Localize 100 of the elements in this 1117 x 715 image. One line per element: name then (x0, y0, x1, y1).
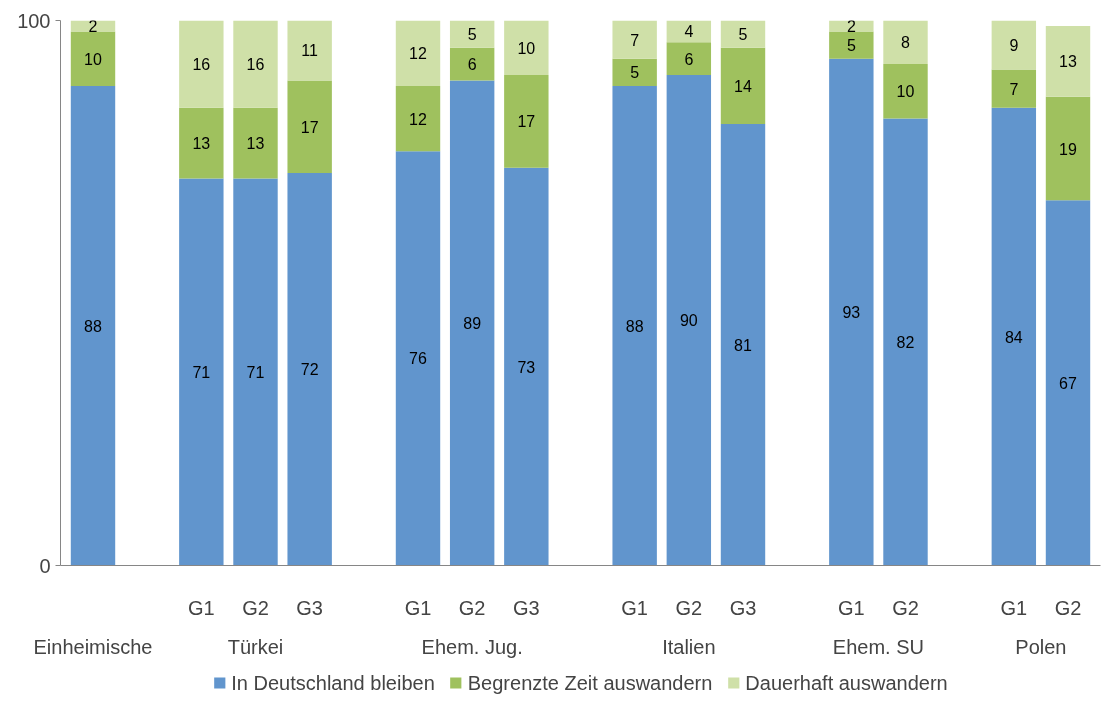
y-tick-label: 100 (17, 9, 51, 32)
bar (720, 124, 766, 566)
bar (612, 20, 657, 59)
x-tick-label: G1 (404, 596, 432, 619)
data-label: 10 (84, 50, 102, 68)
data-label: 10 (517, 39, 536, 57)
bar (233, 107, 278, 179)
data-label: 88 (84, 317, 102, 335)
bar (883, 118, 928, 566)
data-label: 13 (246, 135, 265, 153)
data-label: 17 (517, 113, 536, 131)
bar (70, 85, 116, 566)
data-label: 13 (192, 135, 211, 153)
data-label: 67 (1059, 374, 1077, 392)
data-label: 89 (463, 314, 482, 332)
data-label: 10 (896, 83, 915, 101)
x-tick-label: G3 (512, 596, 540, 619)
x-tick-label: G1 (1000, 596, 1028, 619)
bar (504, 20, 549, 75)
data-label: 84 (1004, 328, 1023, 346)
data-label: 16 (192, 56, 211, 74)
bar (991, 107, 1037, 566)
data-label: 16 (246, 56, 265, 74)
bar (991, 20, 1037, 70)
data-label: 6 (684, 50, 694, 68)
data-label: 2 (88, 17, 98, 35)
x-tick-label: G1 (837, 596, 865, 619)
x-tick-label: G2 (892, 596, 919, 619)
bar (666, 42, 712, 75)
bar (449, 47, 495, 81)
text: Türkei (227, 635, 284, 658)
data-label: 8 (901, 34, 911, 52)
data-label: 13 (1059, 53, 1077, 71)
data-label: 14 (734, 77, 752, 95)
bar (829, 58, 874, 566)
data-label: 17 (300, 118, 319, 136)
bar (504, 75, 549, 168)
data-label: 5 (846, 37, 856, 55)
bar (449, 20, 495, 48)
text: Italien (662, 635, 716, 658)
bar (287, 80, 332, 174)
data-label: 9 (1009, 37, 1019, 55)
x-tick-label: G2 (1054, 596, 1082, 619)
bar (1045, 25, 1091, 97)
data-label: 6 (467, 56, 477, 74)
bar (287, 20, 332, 81)
bar (666, 75, 712, 566)
x-tick-label: G2 (242, 596, 269, 619)
data-label: 90 (679, 312, 698, 330)
data-label: 72 (300, 361, 319, 379)
data-label: 93 (842, 304, 861, 322)
bar (883, 64, 928, 119)
data-label: 4 (684, 23, 694, 41)
data-label: 7 (1009, 80, 1019, 98)
data-label: 12 (409, 45, 427, 63)
x-tick-label: G3 (296, 596, 324, 619)
bar (991, 69, 1037, 108)
y-tick-label: 0 (39, 554, 51, 577)
x-tick-label: G3 (729, 596, 757, 619)
bar (395, 20, 441, 86)
data-label: 71 (246, 364, 265, 382)
bar (395, 85, 441, 152)
bar (179, 20, 224, 108)
bar (179, 178, 224, 566)
bar (287, 173, 332, 566)
legend-label: In Deutschland bleiben (231, 671, 435, 694)
bar (395, 151, 441, 566)
bar (829, 31, 874, 59)
legend-label: Dauerhaft auswandern (745, 671, 948, 694)
bar (1045, 96, 1091, 201)
bar (1045, 200, 1091, 566)
data-label: 19 (1059, 140, 1077, 158)
bar (883, 20, 928, 65)
data-label: 73 (517, 358, 536, 376)
text: Ehem. Jug. (421, 635, 523, 658)
data-label: 11 (301, 42, 319, 60)
x-tick-label: G2 (675, 596, 703, 619)
text: Ehem. SU (832, 635, 924, 658)
bar (720, 47, 766, 125)
bar (179, 107, 224, 179)
data-label: 76 (409, 350, 427, 368)
data-label: 5 (467, 26, 477, 44)
data-label: 5 (630, 64, 640, 82)
legend-label: Begrenzte Zeit auswandern (467, 671, 713, 694)
data-label: 12 (409, 110, 427, 128)
data-label: 82 (896, 334, 915, 352)
bar (449, 80, 495, 566)
text: Einheimische (33, 635, 153, 658)
data-label: 2 (846, 17, 856, 35)
x-tick-label: G1 (621, 596, 649, 619)
bar (612, 85, 657, 566)
bar (233, 178, 278, 566)
data-label: 71 (192, 364, 211, 382)
text: Polen (1015, 635, 1067, 658)
data-label: 88 (625, 317, 644, 335)
bar (70, 31, 116, 86)
x-tick-label: G1 (187, 596, 215, 619)
bar (720, 20, 766, 48)
x-tick-label: G2 (458, 596, 486, 619)
data-label: 7 (630, 31, 640, 49)
